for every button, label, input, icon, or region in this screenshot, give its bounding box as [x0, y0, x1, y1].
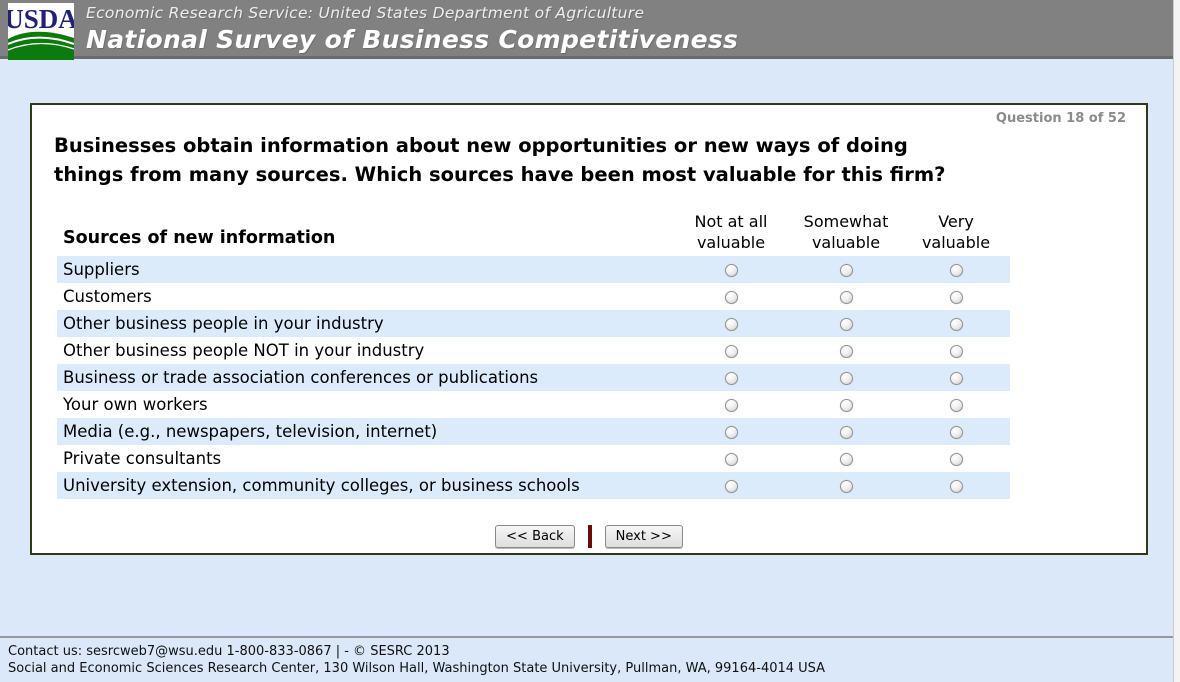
- table-row-group-header: Sources of new information: [63, 228, 336, 248]
- row-label: University extension, community colleges…: [63, 476, 580, 495]
- question-counter: Question 18 of 52: [995, 111, 1126, 126]
- radio-somewhat[interactable]: [839, 399, 853, 412]
- table-row: University extension, community colleges…: [57, 472, 1010, 499]
- footer-divider: [0, 636, 1180, 638]
- radio-not-at-all[interactable]: [724, 426, 738, 439]
- footer-contact-line: Contact us: sesrcweb7@wsu.edu 1-800-833-…: [8, 644, 450, 659]
- radio-somewhat[interactable]: [839, 345, 853, 358]
- question-text-line1: Businesses obtain information about new …: [54, 134, 908, 157]
- survey-title: National Survey of Business Competitiven…: [86, 25, 739, 54]
- header-bar: USDA Economic Research Service: United S…: [0, 0, 1180, 60]
- agency-line: Economic Research Service: United States…: [86, 4, 645, 22]
- table-header-row: Sources of new information Not at all va…: [57, 205, 1010, 256]
- row-label: Private consultants: [63, 449, 222, 468]
- radio-not-at-all[interactable]: [724, 318, 738, 331]
- table-row: Other business people in your industry: [57, 310, 1010, 337]
- row-label: Business or trade association conference…: [63, 368, 539, 387]
- table-row: Other business people NOT in your indust…: [57, 337, 1010, 364]
- radio-very[interactable]: [949, 318, 963, 331]
- table-row: Customers: [57, 283, 1010, 310]
- button-separator: [587, 525, 592, 548]
- footer-address-line: Social and Economic Sciences Research Ce…: [8, 661, 826, 676]
- radio-somewhat[interactable]: [839, 480, 853, 493]
- scrollbar-track[interactable]: [1173, 0, 1180, 682]
- navigation-buttons: << Back Next >>: [32, 525, 1146, 548]
- radio-very[interactable]: [949, 399, 963, 412]
- radio-not-at-all[interactable]: [724, 345, 738, 358]
- radio-very[interactable]: [949, 345, 963, 358]
- footer: Contact us: sesrcweb7@wsu.edu 1-800-833-…: [8, 643, 1168, 677]
- row-label: Other business people NOT in your indust…: [63, 341, 425, 360]
- row-label: Suppliers: [63, 260, 140, 279]
- table-row: Business or trade association conference…: [57, 364, 1010, 391]
- radio-somewhat[interactable]: [839, 291, 853, 304]
- question-text: Businesses obtain information about new …: [54, 131, 945, 189]
- radio-not-at-all[interactable]: [724, 291, 738, 304]
- column-header-somewhat: Somewhat valuable: [803, 212, 889, 252]
- table-row: Your own workers: [57, 391, 1010, 418]
- radio-very[interactable]: [949, 453, 963, 466]
- radio-somewhat[interactable]: [839, 372, 853, 385]
- usda-logo-graphic: USDA: [4, 3, 78, 60]
- response-table: Sources of new information Not at all va…: [57, 205, 1010, 499]
- row-label: Other business people in your industry: [63, 314, 384, 333]
- question-panel: Question 18 of 52 Businesses obtain info…: [30, 103, 1148, 555]
- column-header-very: Very valuable: [921, 212, 991, 252]
- row-label: Customers: [63, 287, 152, 306]
- table-row: Private consultants: [57, 445, 1010, 472]
- radio-very[interactable]: [949, 264, 963, 277]
- radio-not-at-all[interactable]: [724, 372, 738, 385]
- radio-very[interactable]: [949, 291, 963, 304]
- radio-not-at-all[interactable]: [724, 453, 738, 466]
- back-button[interactable]: << Back: [495, 525, 575, 548]
- radio-not-at-all[interactable]: [724, 399, 738, 412]
- row-label: Media (e.g., newspapers, television, int…: [63, 422, 438, 441]
- radio-somewhat[interactable]: [839, 453, 853, 466]
- radio-very[interactable]: [949, 372, 963, 385]
- radio-not-at-all[interactable]: [724, 480, 738, 493]
- radio-not-at-all[interactable]: [724, 264, 738, 277]
- column-header-not-at-all: Not at all valuable: [694, 212, 768, 252]
- radio-somewhat[interactable]: [839, 264, 853, 277]
- next-button[interactable]: Next >>: [604, 525, 683, 548]
- usda-logo: USDA: [4, 3, 78, 60]
- radio-somewhat[interactable]: [839, 426, 853, 439]
- table-row: Media (e.g., newspapers, television, int…: [57, 418, 1010, 445]
- row-label: Your own workers: [63, 395, 208, 414]
- usda-logo-text: USDA: [8, 4, 74, 34]
- radio-somewhat[interactable]: [839, 318, 853, 331]
- question-text-line2: things from many sources. Which sources …: [54, 163, 946, 186]
- radio-very[interactable]: [949, 426, 963, 439]
- radio-very[interactable]: [949, 480, 963, 493]
- table-row: Suppliers: [57, 256, 1010, 283]
